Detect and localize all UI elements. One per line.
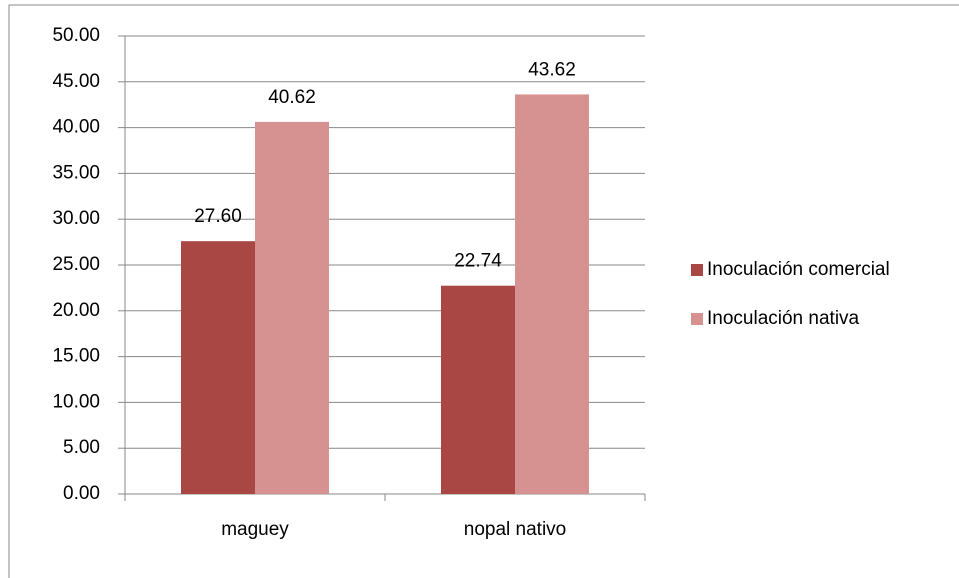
y-tick-label: 5.00	[63, 437, 100, 458]
legend-swatch	[691, 313, 703, 325]
y-tick-label: 50.00	[52, 25, 100, 46]
bar	[181, 241, 255, 494]
bar	[441, 285, 515, 494]
value-label: 40.62	[268, 87, 316, 108]
y-tick-label: 30.00	[52, 208, 100, 229]
bar	[255, 121, 329, 494]
y-tick-label: 10.00	[52, 391, 100, 412]
y-tick-label: 15.00	[52, 346, 100, 367]
value-label: 27.60	[194, 206, 242, 227]
x-tick-label: nopal nativo	[464, 519, 566, 540]
x-tick-label: maguey	[221, 519, 289, 540]
y-tick-label: 0.00	[63, 483, 100, 504]
legend-swatch	[691, 264, 703, 276]
y-tick-label: 40.00	[52, 117, 100, 138]
y-tick-label: 25.00	[52, 254, 100, 275]
legend-label: Inoculación comercial	[707, 259, 890, 280]
legend-label: Inoculación nativa	[707, 308, 860, 329]
bar	[515, 94, 589, 495]
y-tick-label: 35.00	[52, 162, 100, 183]
y-tick-label: 45.00	[52, 71, 100, 92]
value-label: 22.74	[454, 251, 502, 272]
chart-border	[8, 4, 959, 578]
y-tick-label: 20.00	[52, 300, 100, 321]
value-label: 43.62	[528, 59, 576, 80]
